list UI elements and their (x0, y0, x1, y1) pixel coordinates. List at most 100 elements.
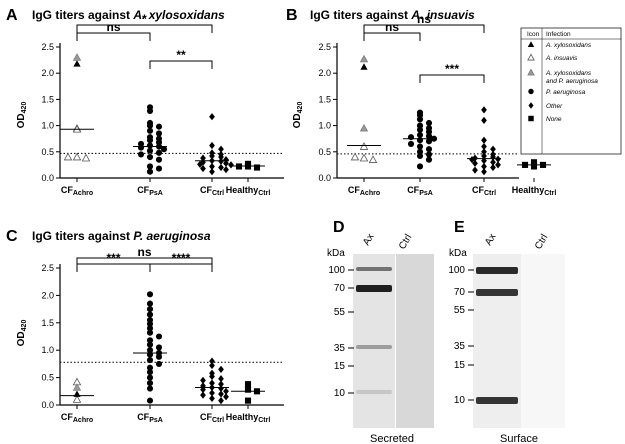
panel-c-point-filled-circle (146, 357, 154, 364)
panel-b-x-tick-label: CFPsA (407, 185, 433, 197)
panel-a-x-tick-label: CFPsA (137, 185, 163, 197)
panel-b-x-tick-label: HealthyCtrl (512, 185, 557, 197)
blot-e-lane-ctrl: Ctrl (533, 233, 550, 252)
panel-c-y-tick-label: 0.5 (41, 373, 54, 383)
panel-c-point-filled-diamond (218, 365, 224, 373)
panel-b-significance-bracket (363, 32, 421, 41)
panel-c-point-filled-square (244, 397, 252, 404)
panel-b-point-filled-diamond (481, 162, 487, 171)
panel-a-point-filled-diamond (209, 168, 215, 176)
panel-c-point-filled-circle (155, 360, 163, 367)
legend-row-label: A. xylosoxidans (545, 42, 592, 49)
panel-b-point-filled-triangle (360, 63, 368, 70)
legend-row-label-line2: and P. aeruginosa (546, 78, 598, 85)
panel-b-point-filled-diamond (490, 163, 496, 172)
panel-b-point-filled-diamond (481, 136, 487, 144)
panel-a-point-filled-circle (146, 107, 154, 114)
panel-a-x-tick-label: CFCtrl (200, 185, 224, 197)
panel-c-point-filled-circle (146, 385, 154, 392)
panel-letter-d: D (333, 219, 345, 236)
panel-c-x-tick-label: CFPsA (137, 412, 163, 424)
panel-b-point-filled-diamond (495, 155, 501, 163)
panel-b-y-tick-label: 2.5 (318, 42, 331, 52)
panel-b-point-filled-diamond (481, 168, 487, 176)
panel-a-x-tick-label: HealthyCtrl (226, 185, 271, 197)
panel-b-title: IgG titers against A. insuavis (310, 8, 475, 22)
panel-b-significance-bracket (363, 24, 485, 33)
panel-c-point-filled-circle (146, 397, 154, 404)
panel-a-point-filled-square (253, 164, 261, 171)
panel-a-point-filled-circle (146, 142, 154, 149)
panel-c-significance-label: ns (137, 245, 151, 259)
panel-a-significance-label: ns (106, 20, 120, 34)
panel-a-x-tick-label: CFAchro (61, 185, 93, 197)
panel-b-point-filled-circle (416, 122, 424, 129)
panel-c-point-filled-circle (146, 347, 154, 354)
legend-icon-filled-square (528, 115, 534, 122)
panel-a-point-filled-circle (137, 144, 145, 151)
panel-a-point-open-triangle (81, 153, 91, 162)
panel-c-y-tick-label: 0.0 (41, 400, 54, 410)
panel-b-point-filled-diamond (481, 152, 487, 160)
panel-c-point-filled-circle (146, 325, 154, 332)
panel-c-point-filled-diamond (200, 391, 206, 399)
panel-c-point-filled-diamond (218, 390, 224, 398)
panel-c-point-filled-circle (155, 333, 163, 340)
panel-b-point-filled-circle (416, 163, 424, 170)
panel-c-x-tick-label: CFCtrl (200, 412, 224, 424)
blot-d-lane-ax: Ax (361, 232, 376, 248)
legend-row-label: Other (546, 103, 563, 110)
panel-b-point-filled-diamond (481, 148, 487, 156)
legend-row-label: None (546, 116, 562, 123)
panel-c-x-tick-label: CFAchro (61, 412, 93, 424)
legend-box (520, 27, 622, 155)
panel-a-point-filled-diamond (223, 156, 229, 164)
panel-b-point-filled-circle (416, 143, 424, 150)
panel-b-point-filled-diamond (495, 161, 501, 169)
panel-b-point-filled-diamond (481, 106, 487, 114)
blot-d-marker-label: 15 (334, 361, 346, 372)
panel-a-point-filled-diamond (228, 161, 234, 169)
panel-c-point-open-triangle (72, 395, 82, 403)
panel-b-point-filled-circle (425, 119, 433, 127)
panel-a-point-filled-circle (160, 146, 168, 153)
panel-c-point-filled-circle (146, 320, 154, 327)
panel-a-y-tick-label: 0.5 (41, 147, 54, 157)
legend-row-label: P. aeruginosa (546, 89, 586, 96)
panel-c-title: IgG titers against P. aeruginosa (32, 229, 211, 243)
panel-letter-b: B (286, 7, 298, 24)
panel-c-significance-bracket (76, 263, 151, 272)
panel-a-y-tick-label: 2.5 (41, 42, 54, 52)
blot-e-marker-label: 15 (454, 360, 466, 371)
blot-e-marker-label: 10 (454, 395, 466, 406)
panel-b-point-filled-circle (407, 134, 415, 141)
blot-d-lane-ctrl: Ctrl (397, 233, 414, 252)
blot-d-lane-ctrl-membrane (396, 254, 434, 428)
panel-c-point-filled-diamond (209, 372, 215, 381)
panel-a-point-filled-diamond (209, 152, 215, 160)
blot-e: E kDa Ax Ctrl Surface 100 70 55 35 15 10 (448, 219, 565, 444)
panel-b-significance-label: *** (445, 62, 459, 76)
legend-header-infection: Infection (546, 31, 571, 38)
panel-b-point-filled-circle (416, 131, 424, 139)
panel-c-x-tick-label: HealthyCtrl (226, 412, 271, 424)
panel-c-point-filled-square (244, 386, 252, 393)
panel-b-point-filled-circle (425, 156, 433, 163)
panel-c-point-filled-circle (146, 291, 154, 298)
panel-c-y-tick-label: 2.5 (41, 263, 54, 273)
blot-d-marker-label: 70 (334, 283, 346, 294)
panel-c-point-filled-diamond (200, 376, 206, 384)
blot-e-marker-label: 55 (454, 305, 466, 316)
panel-b-point-open-triangle (359, 142, 369, 150)
panel-c-significance-bracket (76, 257, 213, 266)
blot-d-marker-label: 10 (334, 388, 346, 399)
panel-a-point-filled-diamond (223, 166, 229, 174)
blot-e-band (476, 397, 518, 404)
panel-a-point-filled-circle (155, 130, 163, 137)
panel-b-y-tick-label: 0.5 (318, 147, 331, 157)
panel-b-point-filled-diamond (472, 159, 478, 167)
blot-d: D kDa Ax Ctrl Secreted 100 70 55 35 15 10 (327, 219, 434, 444)
panel-c-point-filled-circle (146, 341, 154, 348)
panel-c-point-filled-diamond (209, 394, 215, 403)
panel-c-point-filled-diamond (218, 375, 224, 383)
